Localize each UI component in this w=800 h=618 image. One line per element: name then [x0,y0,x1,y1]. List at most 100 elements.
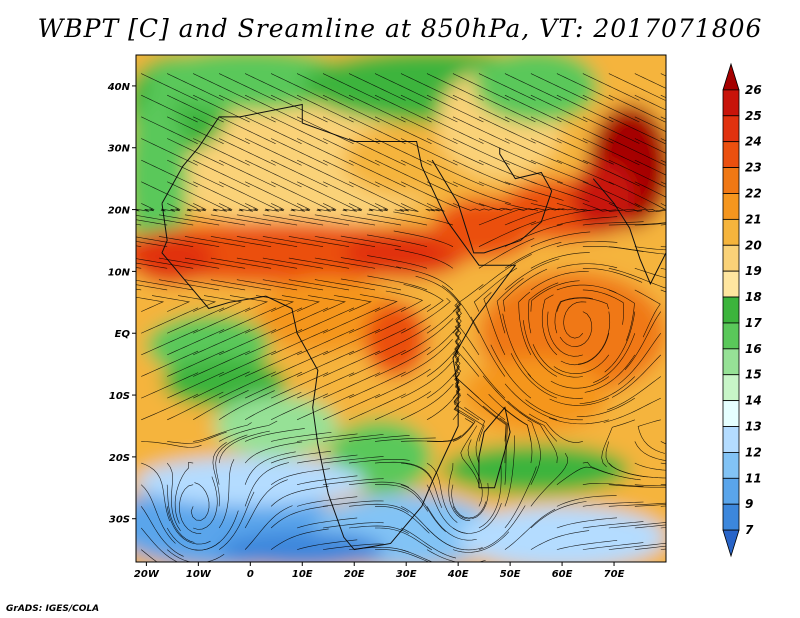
streamline [660,181,666,185]
streamline [296,539,358,550]
streamline [136,215,194,226]
temperature-patch [572,160,635,235]
streamline [244,462,290,507]
streamline [374,346,431,377]
streamline [634,222,666,226]
streamline [322,94,380,123]
streamline [385,290,424,312]
streamline [426,462,458,523]
streamline [452,531,510,553]
streamline [262,214,324,226]
streamline [504,508,556,550]
streamline [270,450,331,464]
streamline [394,248,454,269]
temperature-patch [255,277,401,352]
colorbar-box [722,167,740,194]
streamline [167,350,225,377]
streamline [296,496,358,507]
streamline [270,73,328,101]
streamline [136,258,194,269]
streamline [530,271,589,291]
streamline [554,297,593,334]
grads-credit: GrADS: IGES/COLA [6,604,100,614]
streamline [556,297,609,312]
streamline [400,383,454,421]
streamline [270,138,328,166]
streamline [322,73,380,101]
streamline [296,181,354,209]
streamline [660,484,666,486]
map-plot-area [135,54,667,563]
streamline [452,94,510,123]
streamline [634,462,666,471]
streamline [375,484,429,512]
streamline [530,530,590,550]
streamline [229,295,269,312]
colorbar-label: 7 [745,523,754,537]
streamline [374,138,432,166]
streamline [219,181,276,209]
colorbar-box [722,89,740,117]
streamline [219,371,276,399]
streamline [270,94,328,123]
streamline [210,257,272,269]
colorbar-box [722,348,740,376]
streamline [525,399,583,421]
streamline [608,116,666,144]
streamline [160,203,181,212]
streamline [374,368,431,399]
streamline [454,301,480,356]
lon-tick-label: 20E [344,569,365,580]
streamline [556,116,614,144]
streamline [400,116,458,144]
streamline [400,549,433,562]
streamline [608,222,666,226]
colorbar-box [722,400,740,427]
streamline [483,292,506,356]
streamline [541,294,558,356]
streamline [136,219,168,226]
streamline [530,73,588,101]
streamline [193,329,251,356]
streamline [193,94,250,123]
streamline [141,138,198,166]
streamline [244,479,288,529]
streamline [238,203,259,212]
streamline [400,435,462,442]
streamline [530,138,588,165]
streamline [559,311,593,347]
streamline [396,266,454,291]
colorbar-label: 23 [745,161,762,175]
streamline [307,295,346,312]
streamline [270,372,329,399]
colorbar-box [722,374,740,402]
streamline [504,241,562,269]
streamline [296,307,355,334]
streamline [426,138,484,166]
streamline [323,522,384,529]
streamline [530,159,589,184]
streamline [400,181,458,208]
streamline [403,284,444,312]
streamline [270,329,329,356]
streamline [504,466,537,529]
streamline [582,159,640,187]
streamline [548,417,609,425]
colorbar-label: 18 [745,290,762,304]
streamline [608,246,666,255]
colorbar-box [722,322,740,350]
streamline [167,391,224,421]
streamline [270,468,330,485]
streamline [400,159,458,187]
streamline [348,306,406,334]
streamline [451,484,487,519]
streamline [167,307,225,334]
streamline [340,278,402,291]
streamline [323,500,384,507]
streamline [634,246,666,251]
streamline [601,419,635,468]
streamline [296,517,358,529]
colorbar-box [722,426,740,453]
streamline [210,236,272,247]
streamline [400,360,453,399]
